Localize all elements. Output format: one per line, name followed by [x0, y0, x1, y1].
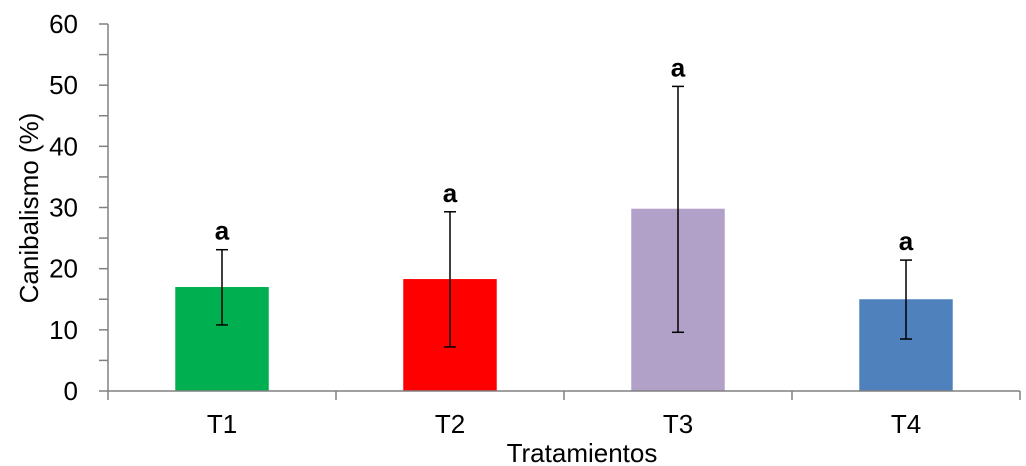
y-tick-label: 10	[49, 315, 78, 345]
y-tick-label: 40	[49, 131, 78, 161]
x-tick-label-t3: T3	[663, 409, 693, 439]
bars-group	[175, 208, 953, 391]
x-axis-title: Tratamientos	[507, 438, 658, 466]
y-tick-label: 20	[49, 254, 78, 284]
y-tick-label: 0	[64, 376, 78, 406]
y-tick-label: 50	[49, 70, 78, 100]
y-tick-label: 60	[49, 9, 78, 39]
x-axis-ticks: T1 T2 T3 T4	[107, 391, 1021, 439]
y-axis-title: Canibalismo (%)	[14, 113, 44, 304]
x-tick-label-t2: T2	[435, 409, 465, 439]
error-bars-group	[216, 85, 912, 348]
x-tick-label-t4: T4	[891, 409, 921, 439]
significance-label-t2: a	[443, 178, 458, 208]
x-tick-label-t1: T1	[207, 409, 237, 439]
significance-label-t4: a	[899, 226, 914, 256]
significance-label-t1: a	[215, 216, 230, 246]
significance-label-t3: a	[671, 52, 686, 82]
significance-labels-group: a a a a	[215, 52, 914, 256]
y-tick-label: 30	[49, 193, 78, 223]
y-axis-ticks: 0 10 20 30 40 50 60	[49, 9, 108, 406]
